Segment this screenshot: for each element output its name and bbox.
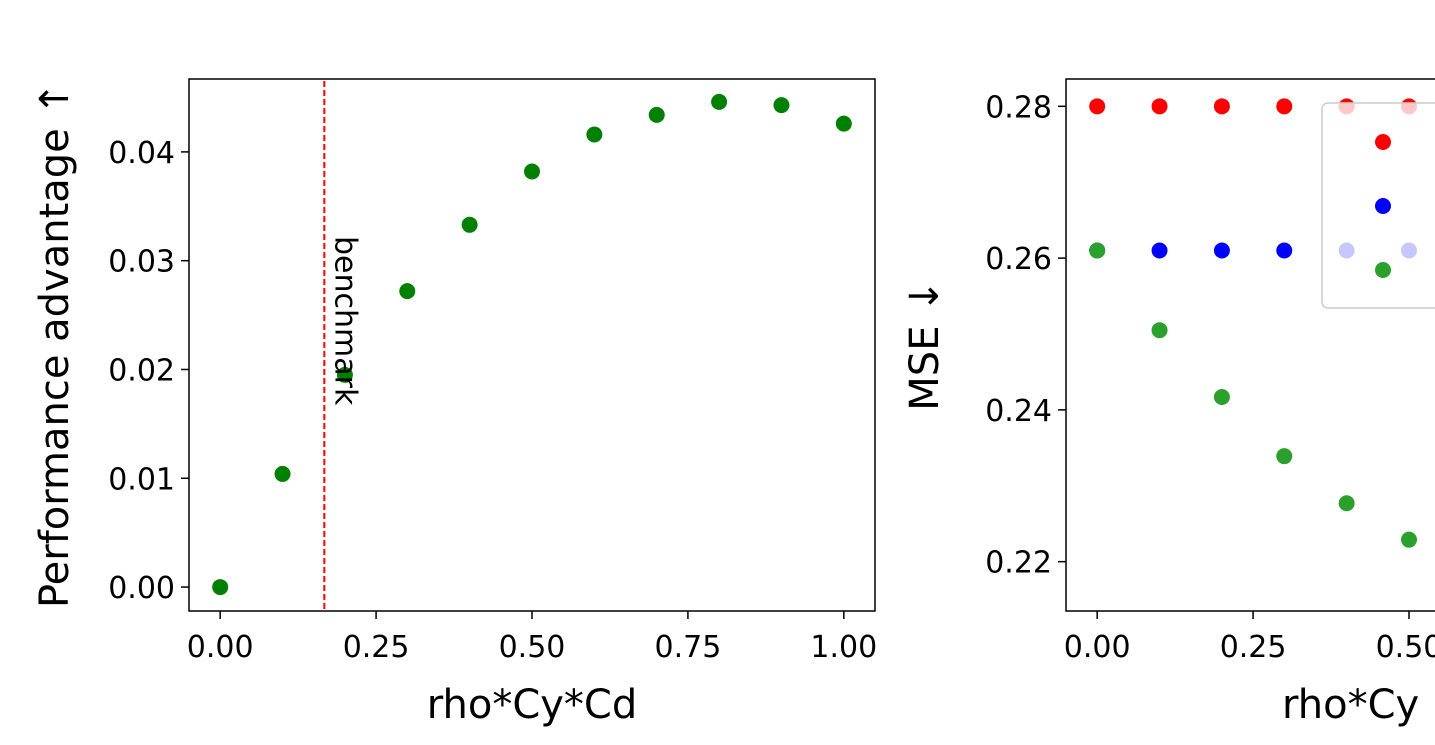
chart0-series0-point xyxy=(461,216,478,233)
chart0-series0-point xyxy=(336,366,353,383)
chart0-y-tick-label: 0.02 xyxy=(108,353,175,388)
chart0-series0-point xyxy=(711,93,728,110)
chart1-x-tick-label: 0.25 xyxy=(1220,630,1287,665)
chart0-series0-point xyxy=(524,163,540,180)
chart0-x-tick-label: 0.00 xyxy=(187,630,254,665)
chart0-y-tick-label: 0.01 xyxy=(108,462,175,497)
chart0-series0-point xyxy=(648,106,665,123)
chart1-x-ticks: 0.00 0.25 0.50 xyxy=(1064,611,1435,665)
chart1-y-axis-label: MSE ↓ xyxy=(902,279,948,410)
chart-mse: 0.00 0.25 0.50 0.22 0.24 0.26 0.28 rho*Cy MSE… xyxy=(902,78,1435,728)
chart1-series1-point xyxy=(1151,242,1168,259)
chart0-x-tick-label: 0.50 xyxy=(499,630,566,665)
chart1-y-ticks: 0.22 0.24 0.26 0.28 xyxy=(985,90,1066,581)
chart1-y-tick-label: 0.22 xyxy=(985,546,1052,581)
chart1-y-tick-label: 0.24 xyxy=(985,394,1052,429)
chart1-y-tick-label: 0.26 xyxy=(985,242,1052,277)
chart0-series0-point xyxy=(586,126,603,143)
legend-marker xyxy=(1375,134,1391,150)
legend-marker xyxy=(1375,198,1391,214)
chart1-series0-point xyxy=(1089,98,1106,115)
chart1-y-tick-label: 0.28 xyxy=(985,90,1052,125)
chart1-series0-point xyxy=(1151,98,1168,115)
chart-performance-advantage: 0.00 0.25 0.50 0.75 1.00 0.000.010.020.030.0… xyxy=(32,78,877,728)
benchmark-label: benchmark xyxy=(327,236,362,406)
chart1-x-axis-label: rho*Cy xyxy=(1282,682,1419,728)
chart0-series0-point xyxy=(212,579,229,596)
chart1-series2-point xyxy=(1338,495,1355,512)
chart0-series0-point xyxy=(399,283,416,300)
chart0-x-axis-label: rho*Cy*Cd xyxy=(427,682,638,728)
chart1-x-tick-label: 0.00 xyxy=(1064,630,1131,665)
chart0-y-tick-label: 0.03 xyxy=(108,245,175,280)
chart0-series0-point xyxy=(835,115,852,132)
chart0-y-axis-label: Performance advantage ↑ xyxy=(32,82,78,608)
chart0-x-ticks: 0.00 0.25 0.50 0.75 1.00 xyxy=(187,611,877,665)
chart0-x-tick-label: 1.00 xyxy=(810,630,877,665)
chart1-series1-point xyxy=(1276,242,1293,259)
chart1-legend xyxy=(1375,134,1391,278)
chart1-x-tick-label: 0.50 xyxy=(1376,630,1435,665)
chart0-marks xyxy=(212,81,852,610)
chart0-y-tick-label: 0.04 xyxy=(108,136,175,171)
chart1-series0-point xyxy=(1213,98,1230,115)
chart1-series2-point xyxy=(1151,322,1168,339)
chart1-series2-point xyxy=(1276,448,1293,465)
chart0-y-tick-label: 0.00 xyxy=(108,571,175,606)
chart1-series1-point xyxy=(1213,242,1230,259)
chart0-y-ticks: 0.00 0.01 0.02 0.03 0.04 xyxy=(108,136,189,606)
legend-marker xyxy=(1375,262,1391,278)
chart0-series0-point xyxy=(274,465,291,482)
chart0-plot-frame xyxy=(188,78,876,612)
chart0-x-tick-label: 0.25 xyxy=(343,630,410,665)
chart1-series0-point xyxy=(1276,98,1293,115)
chart0-series0-point xyxy=(773,97,790,114)
chart1-series2-point xyxy=(1401,531,1417,548)
chart0-x-tick-label: 0.75 xyxy=(655,630,722,665)
chart1-series2-point xyxy=(1089,242,1106,259)
chart1-series2-point xyxy=(1213,388,1230,405)
